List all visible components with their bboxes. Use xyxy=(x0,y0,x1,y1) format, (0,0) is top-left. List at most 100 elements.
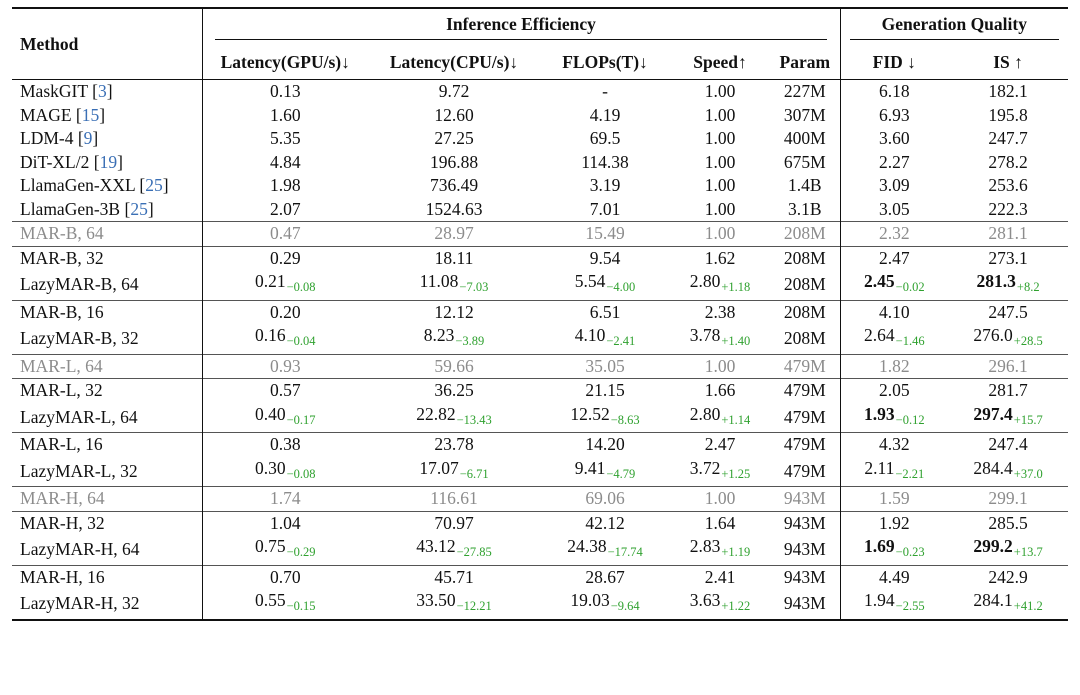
latency-gpu-cell: 0.29 xyxy=(202,245,368,270)
param-cell: 479M xyxy=(770,353,841,379)
cell-delta: +8.2 xyxy=(1016,280,1040,294)
is-cell: 299.1 xyxy=(948,486,1069,511)
method-cell: LazyMAR-H, 32 xyxy=(12,589,203,621)
cell-value: 3.72 xyxy=(689,457,721,478)
cell-value: 227M xyxy=(783,81,826,101)
fid-cell: 3.05 xyxy=(840,198,948,222)
cell-value: 4.10 xyxy=(574,325,606,345)
method-name: LazyMAR-L, 32 xyxy=(20,460,138,481)
citation-link[interactable]: 9 xyxy=(83,128,93,148)
citation-link[interactable]: 25 xyxy=(130,198,148,219)
speed-cell: 1.00 xyxy=(670,198,770,222)
results-table-wrapper: Method Inference Efficiency Generation Q… xyxy=(12,7,1069,621)
method-name: LazyMAR-H, 64 xyxy=(20,539,140,559)
cell-value: 2.47 xyxy=(704,434,736,454)
fid-cell: 2.45−0.02 xyxy=(840,270,948,300)
cell-value: 400M xyxy=(783,128,826,148)
method-cell: LDM-4 [9] xyxy=(12,127,203,151)
method-cell: MAGE [15] xyxy=(12,103,203,127)
flops-cell: 69.5 xyxy=(540,127,670,151)
speed-cell: 2.41 xyxy=(670,564,770,589)
cell-value: 208M xyxy=(783,223,826,243)
latency-gpu-cell: 5.35 xyxy=(202,127,368,151)
cell-value: 5.54 xyxy=(574,271,606,291)
is-cell: 281.3+8.2 xyxy=(948,270,1068,300)
cell-value: 24.38 xyxy=(567,536,607,556)
cell-value: 3.05 xyxy=(879,198,910,219)
cell-delta: −12.21 xyxy=(456,599,492,613)
latency-cpu-cell: 12.60 xyxy=(368,104,540,128)
table-row: LDM-4 [9] 5.35 27.25 69.5 1.00 400M 3.60 247.7 xyxy=(12,127,1068,151)
cell-delta: +1.22 xyxy=(721,599,751,613)
table-row: MaskGIT [3] 0.13 9.72 - 1.00 227M 6.18 182.1 xyxy=(12,79,1068,104)
cell-value: 2.38 xyxy=(704,301,736,322)
cell-value: 59.66 xyxy=(434,355,474,376)
method-cell: MAR-H, 16 xyxy=(12,564,203,589)
method-cell: MAR-B, 32 xyxy=(12,245,203,270)
cell-value: 0.38 xyxy=(269,434,301,454)
cell-value: 1524.63 xyxy=(425,198,483,219)
table-row: MAR-H, 16 0.70 45.71 28.67 2.41 943M 4.49 242.9 xyxy=(12,564,1069,589)
table-row: MAGE [15] 1.60 12.60 4.19 1.00 307M 6.93 195.8 xyxy=(12,103,1068,128)
cell-value: 43.12 xyxy=(416,536,456,556)
flops-cell: 14.20 xyxy=(540,432,670,457)
cell-value: 0.16 xyxy=(254,325,286,345)
fid-cell: 1.93−0.12 xyxy=(840,403,948,433)
cell-value: 479M xyxy=(783,406,826,427)
cell-delta: +1.25 xyxy=(721,466,751,481)
citation-link[interactable]: 25 xyxy=(145,175,163,195)
flops-cell: 114.38 xyxy=(540,151,670,175)
latency-gpu-cell: 0.21−0.08 xyxy=(202,270,368,300)
latency-cpu-cell: 22.82−13.43 xyxy=(368,403,540,433)
citation-link[interactable]: 3 xyxy=(97,81,107,101)
cell-value: 0.21 xyxy=(254,271,286,291)
cell-value: 0.75 xyxy=(254,536,286,556)
citation-link[interactable]: 15 xyxy=(81,104,100,125)
is-cell: 278.2 xyxy=(948,151,1068,175)
cell-delta: −8.63 xyxy=(610,412,640,427)
cell-value: 114.38 xyxy=(581,151,629,172)
cell-delta: −2.41 xyxy=(606,334,636,348)
cell-value: 2.07 xyxy=(269,198,301,219)
cell-delta: +15.7 xyxy=(1013,412,1043,427)
is-cell: 247.4 xyxy=(948,432,1069,457)
latency-gpu-cell: 0.47 xyxy=(202,221,368,246)
latency-cpu-cell: 12.12 xyxy=(368,299,540,324)
latency-gpu-cell: 0.93 xyxy=(202,353,368,379)
cell-value: 182.1 xyxy=(988,81,1028,101)
method-name: MAR-L, 64 xyxy=(20,355,103,376)
cell-value: 15.49 xyxy=(585,223,625,243)
table-row: LazyMAR-L, 64 0.40−0.17 22.82−13.43 12.52−8… xyxy=(12,402,1068,433)
cell-value: 307M xyxy=(783,104,826,125)
fid-cell: 1.94−2.55 xyxy=(840,589,949,621)
param-cell: 307M xyxy=(770,103,841,127)
cell-value: 281.3 xyxy=(976,271,1016,291)
cell-value: 9.72 xyxy=(438,81,470,101)
cell-value: 2.64 xyxy=(864,325,895,345)
cell-value: 6.51 xyxy=(589,301,621,322)
speed-cell: 1.00 xyxy=(670,104,770,128)
param-cell: 3.1B xyxy=(770,197,841,222)
param-cell: 943M xyxy=(770,589,841,621)
method-cell: MAR-L, 32 xyxy=(12,378,203,403)
method-name: MaskGIT xyxy=(20,81,88,101)
param-cell: 208M xyxy=(770,221,841,246)
param-cell: 479M xyxy=(770,378,841,403)
method-name: LlamaGen-3B xyxy=(20,198,121,219)
cell-value: 1.66 xyxy=(704,380,736,400)
cell-value: 253.6 xyxy=(988,175,1028,195)
speed-cell: 1.00 xyxy=(670,80,770,104)
cell-value: 1.00 xyxy=(704,175,736,195)
latency-cpu-cell: 59.66 xyxy=(368,353,540,379)
latency-cpu-cell: 45.71 xyxy=(368,564,540,589)
speed-cell: 2.83+1.19 xyxy=(670,535,770,565)
citation-link[interactable]: 19 xyxy=(99,151,118,172)
cell-value: 479M xyxy=(783,460,826,481)
latency-gpu-cell: 0.30−0.08 xyxy=(202,457,368,487)
latency-cpu-cell: 28.97 xyxy=(368,221,540,246)
cell-delta: −0.23 xyxy=(895,545,925,559)
fid-cell: 1.92 xyxy=(840,510,949,535)
latency-gpu-cell: 0.55−0.15 xyxy=(202,589,368,621)
fid-cell: 1.82 xyxy=(840,353,949,379)
cell-value: 9.54 xyxy=(589,247,621,268)
